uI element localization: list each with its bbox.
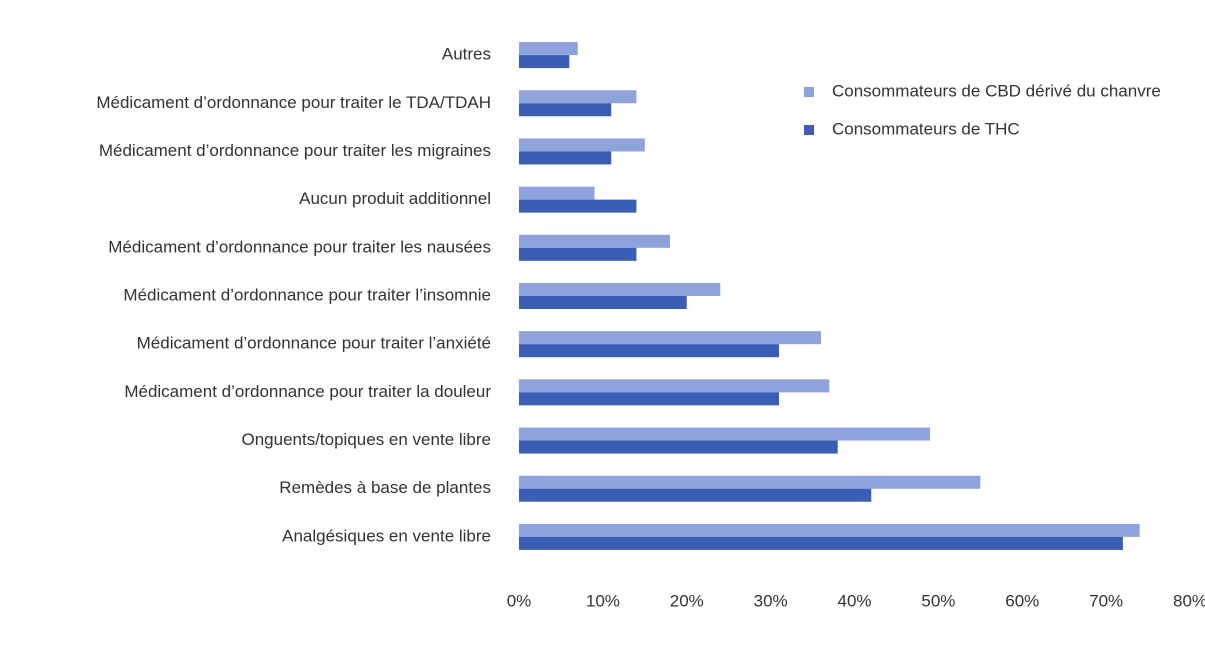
- y-tick-label: Médicament d’ordonnance pour traiter l’i…: [123, 285, 491, 304]
- bar: [519, 344, 780, 358]
- bar: [519, 392, 780, 406]
- y-tick-label: Médicament d’ordonnance pour traiter l’a…: [137, 334, 491, 353]
- y-tick-label: Autres: [442, 45, 491, 64]
- bar: [519, 523, 1140, 537]
- x-tick-label: 80%: [1173, 591, 1205, 610]
- legend-swatch: [804, 87, 814, 97]
- bar: [519, 475, 981, 489]
- bar: [519, 283, 721, 296]
- y-tick-label: Médicament d’ordonnance pour traiter les…: [99, 141, 491, 160]
- x-tick-label: 10%: [586, 591, 620, 610]
- bar: [519, 199, 637, 213]
- bar: [519, 331, 821, 345]
- x-tick-label: 30%: [754, 591, 788, 610]
- x-tick-label: 20%: [670, 591, 704, 610]
- x-tick-label: 50%: [921, 591, 955, 610]
- x-tick-label: 40%: [837, 591, 871, 610]
- bar: [519, 427, 930, 441]
- bar: [519, 42, 578, 56]
- bar: [519, 234, 670, 248]
- bar: [519, 440, 838, 454]
- bar: [519, 151, 612, 165]
- y-tick-label: Médicament d’ordonnance pour traiter les…: [108, 237, 491, 256]
- x-tick-label: 0%: [507, 591, 532, 610]
- bar: [519, 138, 645, 152]
- y-tick-label: Aucun produit additionnel: [299, 189, 491, 208]
- y-tick-label: Analgésiques en vente libre: [282, 526, 491, 545]
- legend-label: Consommateurs de THC: [832, 119, 1020, 138]
- x-tick-label: 70%: [1089, 591, 1123, 610]
- bar: [519, 186, 595, 200]
- bar: [519, 103, 612, 117]
- x-tick-label: 60%: [1005, 591, 1039, 610]
- bar: [519, 55, 570, 69]
- bar: [519, 296, 687, 309]
- bar: [519, 90, 637, 104]
- bar: [519, 247, 637, 261]
- legend-swatch: [804, 125, 814, 135]
- y-tick-label: Médicament d’ordonnance pour traiter la …: [124, 382, 491, 401]
- y-tick-label: Remèdes à base de plantes: [279, 478, 491, 497]
- bar: [519, 488, 872, 502]
- legend-label: Consommateurs de CBD dérivé du chanvre: [832, 81, 1161, 100]
- bar: [519, 379, 830, 393]
- y-tick-label: Onguents/topiques en vente libre: [241, 430, 491, 449]
- bar: [519, 536, 1123, 550]
- y-tick-label: Médicament d’ordonnance pour traiter le …: [96, 93, 491, 112]
